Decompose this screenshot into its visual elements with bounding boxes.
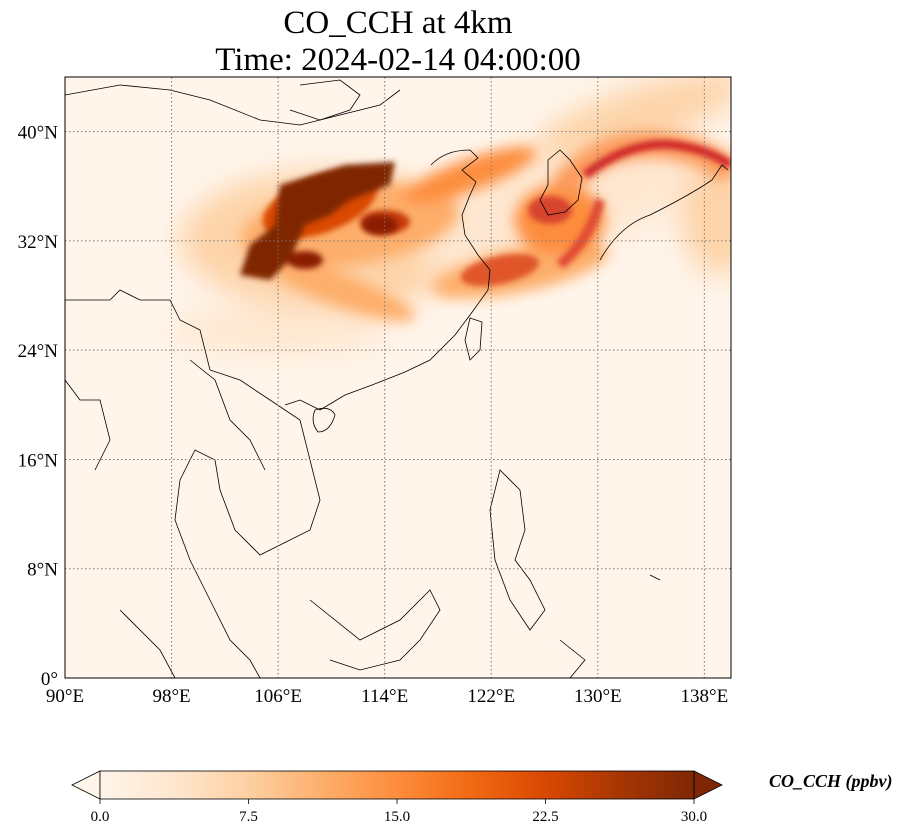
lon-tick-label: 122°E (467, 686, 515, 707)
colorbar-extend-high (693, 770, 723, 800)
lat-tick-label: 0° (41, 669, 58, 690)
colorbar-tick-label: 0.0 (91, 809, 110, 825)
lon-tick-label: 138°E (681, 686, 729, 707)
colorbar-gradient (99, 770, 695, 800)
lat-tick-label: 24°N (18, 341, 59, 362)
colorbar-tick-label: 7.5 (239, 809, 258, 825)
colorbar-extend-low (71, 770, 101, 800)
longitude-tick-labels: 90°E 98°E 106°E 114°E 122°E 130°E 138°E (46, 686, 728, 707)
lat-tick-label: 40°N (18, 123, 59, 144)
coastlines (65, 79, 729, 678)
colorbar-label: CO_CCH (ppbv) (769, 771, 893, 792)
map-frame (64, 76, 732, 679)
title-line-2: Time: 2024-02-14 04:00:00 (215, 42, 580, 78)
map-panel (65, 77, 731, 678)
concentration-field (170, 77, 731, 355)
colorbar-ticks: 0.0 7.5 15.0 22.5 30.0 (91, 799, 707, 825)
lat-tick-label: 16°N (18, 450, 59, 471)
colorbar-tick-label: 22.5 (532, 809, 558, 825)
lon-tick-label: 98°E (152, 686, 190, 707)
gridlines (65, 77, 731, 678)
colorbar-tick-label: 15.0 (384, 809, 410, 825)
lon-tick-label: 90°E (46, 686, 84, 707)
lon-tick-label: 130°E (574, 686, 622, 707)
lat-tick-label: 32°N (18, 232, 59, 253)
title-line-1: CO_CCH at 4km (283, 5, 513, 41)
colorbar: 0.0 7.5 15.0 22.5 30.0 CO_CCH (ppbv) (71, 770, 893, 825)
lat-tick-label: 8°N (27, 560, 58, 581)
lon-tick-label: 106°E (254, 686, 302, 707)
latitude-tick-labels: 0° 8°N 16°N 24°N 32°N 40°N (18, 123, 59, 690)
colorbar-tick-label: 30.0 (681, 809, 707, 825)
lon-tick-label: 114°E (361, 686, 408, 707)
